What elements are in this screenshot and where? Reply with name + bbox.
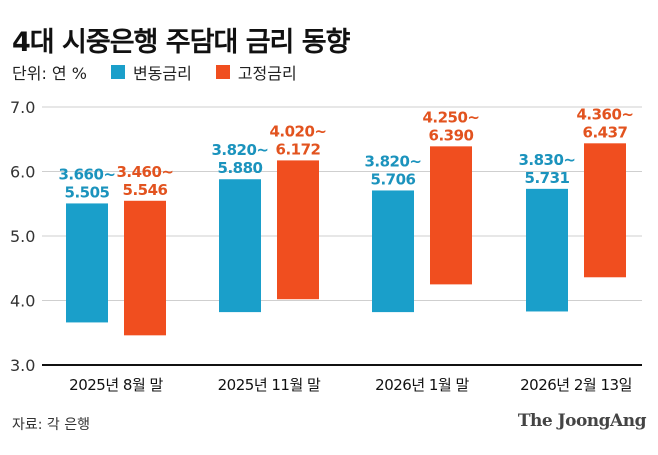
legend-label-floating: 변동금리 [132,64,192,83]
bar-floating [372,190,414,313]
legend-swatch-fixed [215,65,230,79]
y-tick-label: 7.0 [10,98,35,117]
data-label-high: 6.390 [429,126,474,144]
data-label-low: 3.460~ [116,163,173,181]
bar-fixed [430,146,472,285]
chart-title: 4대 시중은행 주담대 금리 동향 [12,27,350,58]
data-label-high: 5.880 [218,159,263,177]
x-tick-label: 2026년 1월 말 [375,376,469,394]
data-label-low: 3.660~ [58,165,115,183]
legend: 단위: 연 % 변동금리 고정금리 [12,60,297,84]
data-label-low: 3.820~ [211,141,268,159]
data-label-high: 5.505 [65,183,110,201]
logo: The JoongAng [517,411,647,431]
data-label-high: 6.437 [583,123,628,141]
y-tick-label: 3.0 [10,356,35,375]
data-label-low: 3.830~ [518,151,575,169]
data-label-low: 3.820~ [364,152,421,170]
data-label-low: 4.250~ [422,108,479,126]
bar-fixed [584,143,626,278]
data-label-low: 4.360~ [576,105,633,123]
bar-floating [66,203,108,323]
x-tick-label: 2026년 2월 13일 [520,376,632,394]
y-tick-label: 5.0 [10,227,35,246]
data-label-low: 4.020~ [269,122,326,140]
y-tick-label: 4.0 [10,292,35,311]
data-label-high: 5.706 [371,170,416,188]
y-tick-label: 6.0 [10,163,35,182]
bar-fixed [277,160,319,300]
bar-floating [526,188,568,312]
bar-floating [219,179,261,313]
legend-label-fixed: 고정금리 [237,64,297,83]
data-label-high: 6.172 [276,140,321,158]
x-tick-label: 2025년 8월 말 [69,376,163,394]
source-note: 자료: 각 은행 [12,417,91,433]
x-tick-label: 2025년 11월 말 [218,376,321,394]
data-label-high: 5.731 [525,169,570,187]
data-label-high: 5.546 [123,181,168,199]
unit-label: 단위: 연 % [12,64,87,83]
legend-swatch-floating [110,65,125,79]
bar-fixed [124,200,166,336]
